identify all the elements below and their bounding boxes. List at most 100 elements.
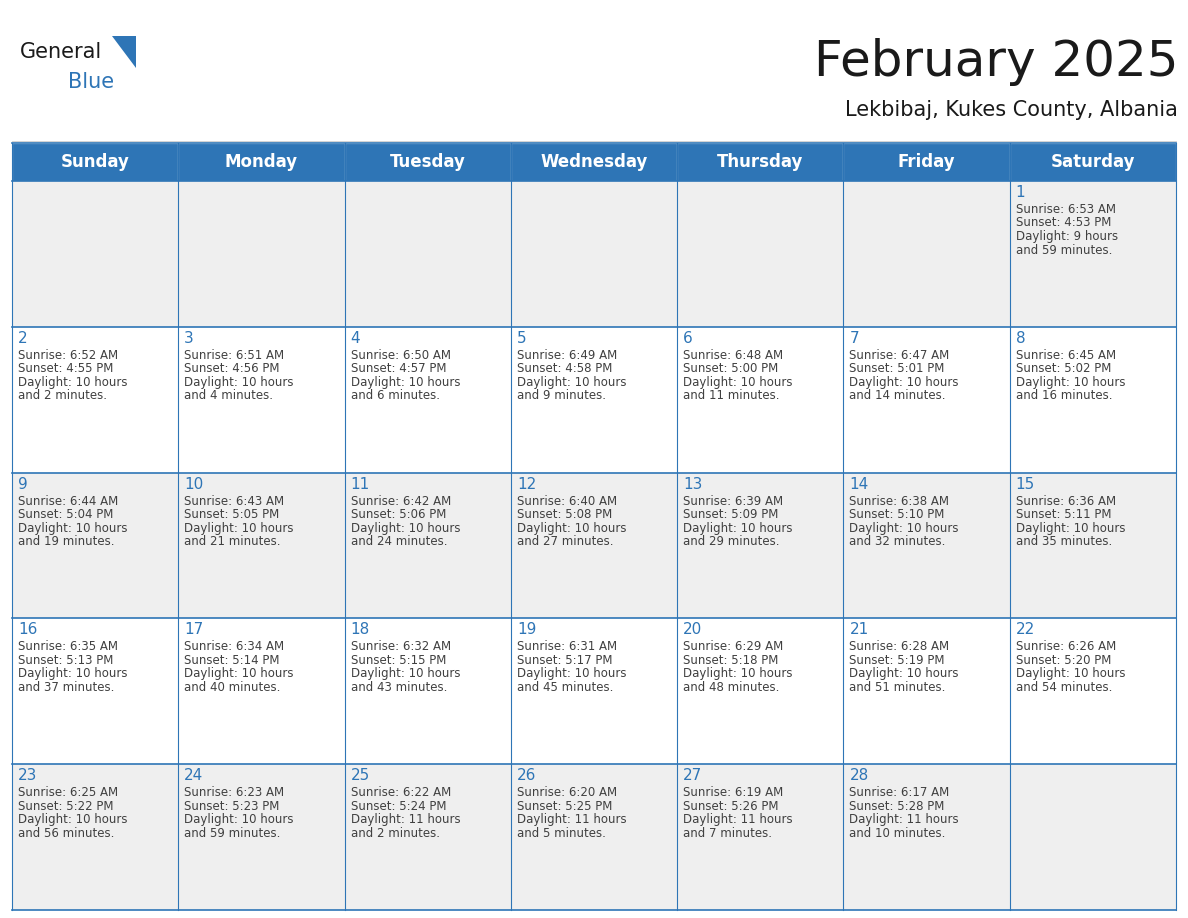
Text: Sunrise: 6:25 AM: Sunrise: 6:25 AM bbox=[18, 786, 118, 800]
Text: and 19 minutes.: and 19 minutes. bbox=[18, 535, 114, 548]
Text: 3: 3 bbox=[184, 330, 194, 346]
Bar bbox=[1010, 473, 1176, 619]
Bar bbox=[843, 619, 1010, 764]
Text: Sunrise: 6:28 AM: Sunrise: 6:28 AM bbox=[849, 641, 949, 654]
Text: 16: 16 bbox=[18, 622, 37, 637]
Text: and 9 minutes.: and 9 minutes. bbox=[517, 389, 606, 402]
Text: Daylight: 10 hours: Daylight: 10 hours bbox=[18, 375, 127, 389]
Bar bbox=[12, 143, 178, 181]
Text: Daylight: 11 hours: Daylight: 11 hours bbox=[350, 813, 460, 826]
Text: Daylight: 10 hours: Daylight: 10 hours bbox=[350, 667, 460, 680]
Bar bbox=[1010, 181, 1176, 327]
Bar bbox=[1010, 619, 1176, 764]
Text: Sunrise: 6:43 AM: Sunrise: 6:43 AM bbox=[184, 495, 284, 508]
Text: Sunrise: 6:50 AM: Sunrise: 6:50 AM bbox=[350, 349, 450, 362]
Text: 25: 25 bbox=[350, 768, 369, 783]
Bar bbox=[677, 181, 843, 327]
Text: 14: 14 bbox=[849, 476, 868, 492]
Text: Daylight: 10 hours: Daylight: 10 hours bbox=[18, 667, 127, 680]
Text: Blue: Blue bbox=[68, 72, 114, 92]
Text: 11: 11 bbox=[350, 476, 369, 492]
Text: February 2025: February 2025 bbox=[814, 38, 1178, 86]
Text: and 5 minutes.: and 5 minutes. bbox=[517, 827, 606, 840]
Text: and 45 minutes.: and 45 minutes. bbox=[517, 681, 613, 694]
Text: 4: 4 bbox=[350, 330, 360, 346]
Bar bbox=[843, 181, 1010, 327]
Text: and 32 minutes.: and 32 minutes. bbox=[849, 535, 946, 548]
Text: Sunset: 5:18 PM: Sunset: 5:18 PM bbox=[683, 654, 778, 666]
Text: Sunset: 4:53 PM: Sunset: 4:53 PM bbox=[1016, 217, 1111, 230]
Text: 9: 9 bbox=[18, 476, 27, 492]
Bar bbox=[843, 764, 1010, 910]
Text: Daylight: 10 hours: Daylight: 10 hours bbox=[1016, 375, 1125, 389]
Text: General: General bbox=[20, 42, 102, 62]
Text: Sunrise: 6:49 AM: Sunrise: 6:49 AM bbox=[517, 349, 617, 362]
Text: Sunset: 5:05 PM: Sunset: 5:05 PM bbox=[184, 508, 279, 521]
Text: Sunrise: 6:47 AM: Sunrise: 6:47 AM bbox=[849, 349, 949, 362]
Bar bbox=[511, 619, 677, 764]
Bar bbox=[12, 327, 178, 473]
Text: 21: 21 bbox=[849, 622, 868, 637]
Text: Sunset: 5:00 PM: Sunset: 5:00 PM bbox=[683, 363, 778, 375]
Text: and 51 minutes.: and 51 minutes. bbox=[849, 681, 946, 694]
Text: and 16 minutes.: and 16 minutes. bbox=[1016, 389, 1112, 402]
Text: 13: 13 bbox=[683, 476, 702, 492]
Text: Sunrise: 6:45 AM: Sunrise: 6:45 AM bbox=[1016, 349, 1116, 362]
Bar bbox=[1010, 764, 1176, 910]
Bar bbox=[345, 143, 511, 181]
Text: Sunset: 5:15 PM: Sunset: 5:15 PM bbox=[350, 654, 446, 666]
Bar bbox=[345, 327, 511, 473]
Text: Daylight: 10 hours: Daylight: 10 hours bbox=[517, 375, 626, 389]
Bar bbox=[511, 764, 677, 910]
Text: 6: 6 bbox=[683, 330, 693, 346]
Text: and 59 minutes.: and 59 minutes. bbox=[184, 827, 280, 840]
Text: 15: 15 bbox=[1016, 476, 1035, 492]
Bar bbox=[345, 764, 511, 910]
Text: Daylight: 10 hours: Daylight: 10 hours bbox=[350, 521, 460, 534]
Text: Sunrise: 6:40 AM: Sunrise: 6:40 AM bbox=[517, 495, 617, 508]
Text: Sunset: 4:55 PM: Sunset: 4:55 PM bbox=[18, 363, 113, 375]
Text: Sunrise: 6:20 AM: Sunrise: 6:20 AM bbox=[517, 786, 617, 800]
Bar bbox=[178, 619, 345, 764]
Text: and 54 minutes.: and 54 minutes. bbox=[1016, 681, 1112, 694]
Text: Friday: Friday bbox=[898, 153, 955, 171]
Bar bbox=[12, 764, 178, 910]
Text: Sunrise: 6:44 AM: Sunrise: 6:44 AM bbox=[18, 495, 119, 508]
Text: Sunset: 4:57 PM: Sunset: 4:57 PM bbox=[350, 363, 446, 375]
Text: and 48 minutes.: and 48 minutes. bbox=[683, 681, 779, 694]
Text: Sunset: 5:10 PM: Sunset: 5:10 PM bbox=[849, 508, 944, 521]
Text: Sunrise: 6:29 AM: Sunrise: 6:29 AM bbox=[683, 641, 783, 654]
Text: Daylight: 10 hours: Daylight: 10 hours bbox=[517, 667, 626, 680]
Text: Daylight: 10 hours: Daylight: 10 hours bbox=[517, 521, 626, 534]
Bar bbox=[178, 473, 345, 619]
Text: Daylight: 10 hours: Daylight: 10 hours bbox=[683, 375, 792, 389]
Bar bbox=[511, 473, 677, 619]
Text: Daylight: 10 hours: Daylight: 10 hours bbox=[184, 813, 293, 826]
Text: Sunrise: 6:26 AM: Sunrise: 6:26 AM bbox=[1016, 641, 1116, 654]
Text: and 27 minutes.: and 27 minutes. bbox=[517, 535, 613, 548]
Text: and 29 minutes.: and 29 minutes. bbox=[683, 535, 779, 548]
Text: Sunset: 5:26 PM: Sunset: 5:26 PM bbox=[683, 800, 778, 812]
Text: Sunrise: 6:36 AM: Sunrise: 6:36 AM bbox=[1016, 495, 1116, 508]
Text: Daylight: 10 hours: Daylight: 10 hours bbox=[849, 521, 959, 534]
Text: Sunrise: 6:34 AM: Sunrise: 6:34 AM bbox=[184, 641, 284, 654]
Bar bbox=[178, 764, 345, 910]
Text: 5: 5 bbox=[517, 330, 526, 346]
Text: and 7 minutes.: and 7 minutes. bbox=[683, 827, 772, 840]
Text: Daylight: 9 hours: Daylight: 9 hours bbox=[1016, 230, 1118, 243]
Text: and 24 minutes.: and 24 minutes. bbox=[350, 535, 447, 548]
Text: Sunset: 5:08 PM: Sunset: 5:08 PM bbox=[517, 508, 612, 521]
Text: Sunset: 5:04 PM: Sunset: 5:04 PM bbox=[18, 508, 113, 521]
Text: Sunrise: 6:22 AM: Sunrise: 6:22 AM bbox=[350, 786, 450, 800]
Text: Lekbibaj, Kukes County, Albania: Lekbibaj, Kukes County, Albania bbox=[845, 100, 1178, 120]
Text: 10: 10 bbox=[184, 476, 203, 492]
Text: and 37 minutes.: and 37 minutes. bbox=[18, 681, 114, 694]
Text: 12: 12 bbox=[517, 476, 536, 492]
Text: Sunset: 5:09 PM: Sunset: 5:09 PM bbox=[683, 508, 778, 521]
Text: Sunset: 5:19 PM: Sunset: 5:19 PM bbox=[849, 654, 944, 666]
Text: 23: 23 bbox=[18, 768, 37, 783]
Bar bbox=[12, 473, 178, 619]
Text: Sunrise: 6:35 AM: Sunrise: 6:35 AM bbox=[18, 641, 118, 654]
Bar bbox=[677, 619, 843, 764]
Bar bbox=[677, 473, 843, 619]
